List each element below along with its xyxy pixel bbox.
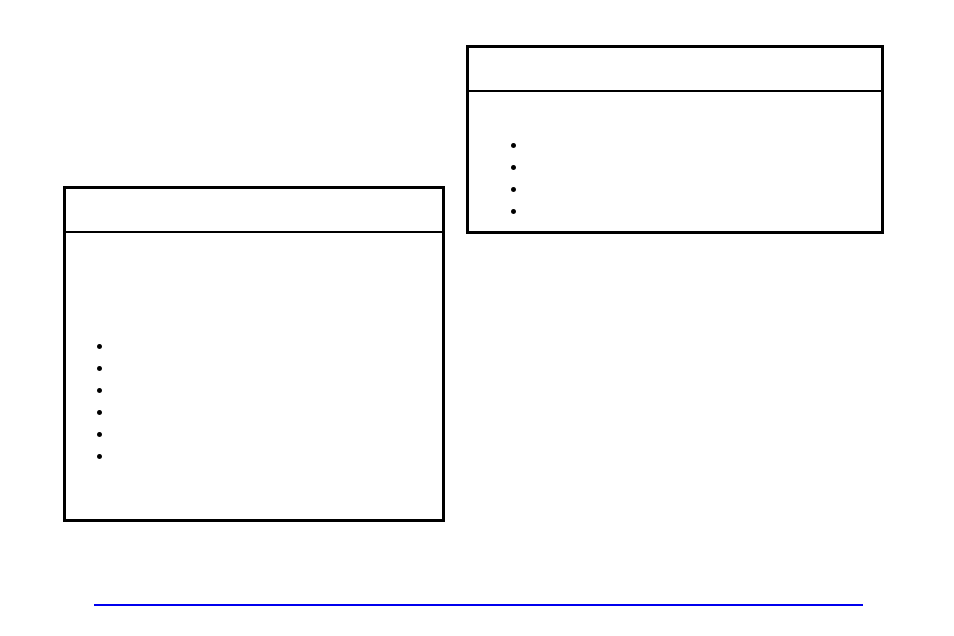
list-item [527,200,882,222]
list-item [527,156,882,178]
list-item [113,401,443,423]
left-panel [63,186,445,522]
right-panel-header [469,48,881,92]
list-item [113,379,443,401]
list-item [527,134,882,156]
right-panel [466,45,884,234]
right-panel-list [516,134,881,222]
left-panel-list [102,335,442,467]
list-item [113,357,443,379]
list-item [113,335,443,357]
bottom-divider [94,604,863,606]
list-item [113,445,443,467]
list-item [527,178,882,200]
list-item [113,423,443,445]
left-panel-header [66,189,442,233]
